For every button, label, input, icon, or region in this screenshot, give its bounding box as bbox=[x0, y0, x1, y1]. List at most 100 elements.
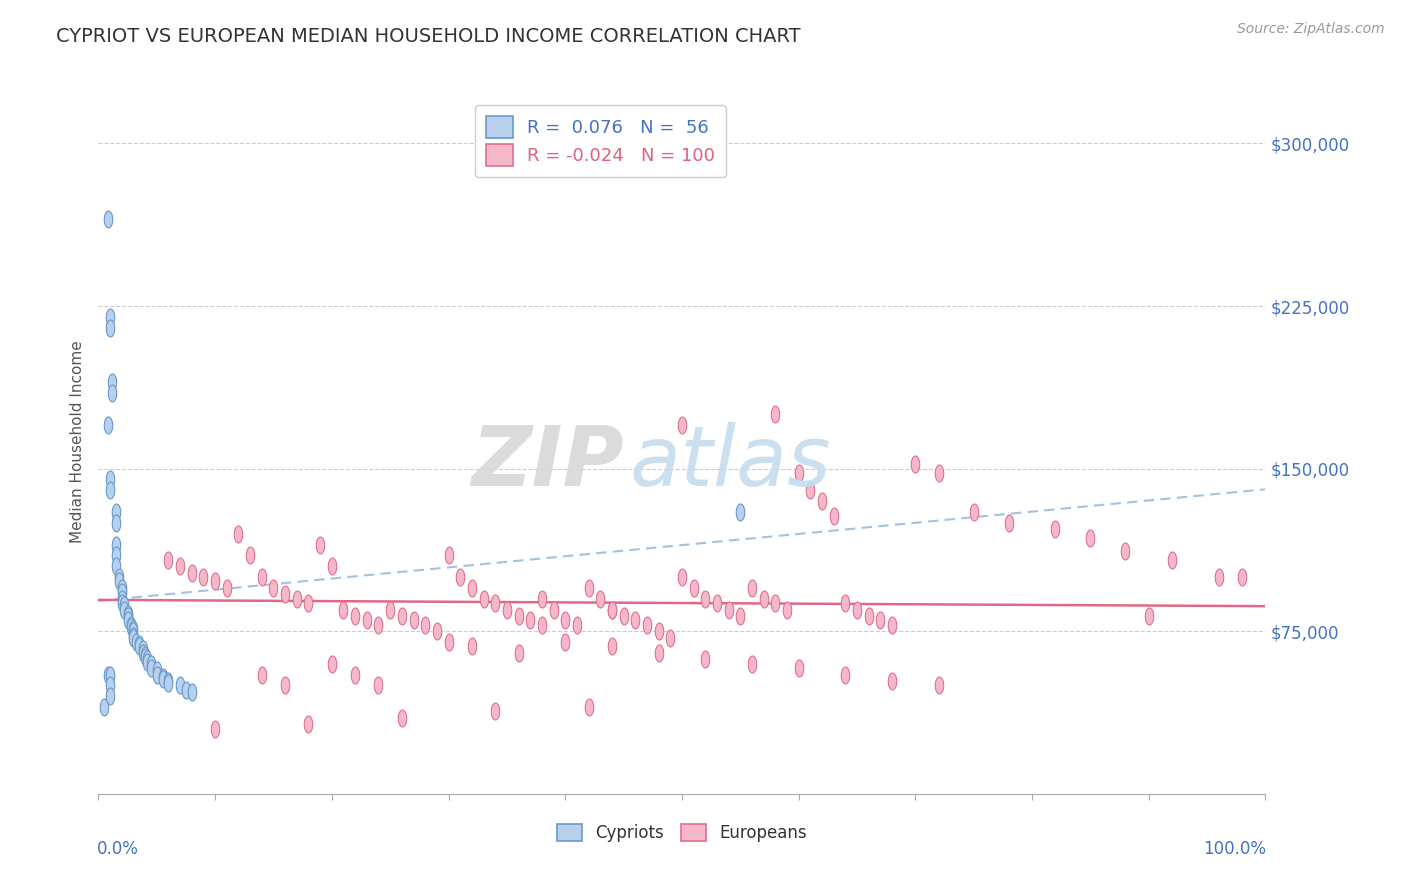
Point bbox=[600, 640, 623, 654]
Point bbox=[413, 617, 436, 632]
Point bbox=[600, 602, 623, 616]
Point bbox=[928, 466, 950, 480]
Point bbox=[356, 614, 378, 628]
Point bbox=[104, 559, 127, 574]
Point bbox=[98, 690, 121, 704]
Point bbox=[122, 622, 145, 636]
Point bbox=[636, 617, 658, 632]
Point bbox=[508, 646, 530, 660]
Point bbox=[834, 596, 856, 610]
Point bbox=[647, 646, 669, 660]
Point bbox=[484, 596, 506, 610]
Point bbox=[332, 602, 354, 616]
Point bbox=[600, 602, 623, 616]
Point bbox=[578, 700, 600, 714]
Point bbox=[117, 607, 139, 621]
Point bbox=[134, 648, 156, 662]
Point bbox=[695, 652, 717, 666]
Point bbox=[519, 614, 541, 628]
Point bbox=[367, 678, 389, 692]
Text: 100.0%: 100.0% bbox=[1204, 839, 1267, 858]
Point bbox=[682, 581, 704, 595]
Point bbox=[157, 674, 180, 689]
Point bbox=[104, 505, 127, 519]
Point bbox=[120, 620, 142, 634]
Point bbox=[1080, 531, 1102, 545]
Point bbox=[204, 722, 226, 736]
Point bbox=[776, 602, 799, 616]
Point bbox=[367, 617, 389, 632]
Point bbox=[132, 641, 155, 656]
Point bbox=[262, 581, 284, 595]
Point bbox=[98, 320, 121, 334]
Point bbox=[98, 483, 121, 498]
Point bbox=[97, 212, 120, 227]
Point bbox=[962, 505, 984, 519]
Point bbox=[671, 418, 693, 433]
Point bbox=[111, 581, 134, 595]
Point bbox=[799, 483, 821, 498]
Point bbox=[1230, 570, 1253, 584]
Point bbox=[811, 494, 834, 508]
Point bbox=[834, 667, 856, 681]
Text: Source: ZipAtlas.com: Source: ZipAtlas.com bbox=[1237, 22, 1385, 37]
Point bbox=[344, 609, 367, 624]
Point bbox=[285, 591, 308, 606]
Point bbox=[461, 640, 484, 654]
Legend: Cypriots, Europeans: Cypriots, Europeans bbox=[550, 817, 814, 849]
Y-axis label: Median Household Income: Median Household Income bbox=[69, 340, 84, 543]
Point bbox=[239, 549, 262, 563]
Point bbox=[108, 570, 131, 584]
Text: ZIP: ZIP bbox=[471, 422, 624, 503]
Point bbox=[98, 667, 121, 681]
Text: 0.0%: 0.0% bbox=[97, 839, 139, 858]
Point bbox=[157, 552, 180, 566]
Point bbox=[193, 570, 215, 584]
Point bbox=[98, 310, 121, 324]
Point bbox=[530, 591, 553, 606]
Point bbox=[104, 516, 127, 530]
Point bbox=[1161, 552, 1184, 566]
Point bbox=[250, 667, 273, 681]
Point bbox=[117, 614, 139, 628]
Point bbox=[997, 516, 1019, 530]
Point bbox=[134, 650, 156, 665]
Point bbox=[122, 629, 145, 643]
Point bbox=[101, 375, 124, 389]
Point bbox=[858, 609, 880, 624]
Point bbox=[108, 574, 131, 589]
Point bbox=[152, 670, 174, 684]
Point bbox=[869, 614, 891, 628]
Point bbox=[204, 574, 226, 589]
Point bbox=[437, 549, 460, 563]
Point bbox=[104, 537, 127, 551]
Point bbox=[228, 526, 250, 541]
Point bbox=[880, 617, 903, 632]
Point bbox=[250, 570, 273, 584]
Point bbox=[1137, 609, 1160, 624]
Point bbox=[554, 635, 576, 649]
Point bbox=[763, 408, 786, 422]
Point bbox=[391, 711, 413, 725]
Point bbox=[97, 667, 120, 681]
Point bbox=[730, 505, 752, 519]
Point bbox=[695, 591, 717, 606]
Point bbox=[717, 602, 740, 616]
Point bbox=[730, 609, 752, 624]
Point bbox=[169, 559, 191, 574]
Point bbox=[122, 631, 145, 645]
Point bbox=[146, 663, 169, 677]
Text: atlas: atlas bbox=[630, 422, 831, 503]
Point bbox=[554, 614, 576, 628]
Point bbox=[496, 602, 519, 616]
Point bbox=[146, 667, 169, 681]
Point bbox=[98, 473, 121, 487]
Point bbox=[880, 674, 903, 689]
Point bbox=[309, 537, 332, 551]
Point bbox=[565, 617, 588, 632]
Point bbox=[1208, 570, 1230, 584]
Point bbox=[1114, 544, 1136, 558]
Point bbox=[139, 657, 162, 671]
Point bbox=[128, 640, 150, 654]
Point bbox=[274, 587, 297, 601]
